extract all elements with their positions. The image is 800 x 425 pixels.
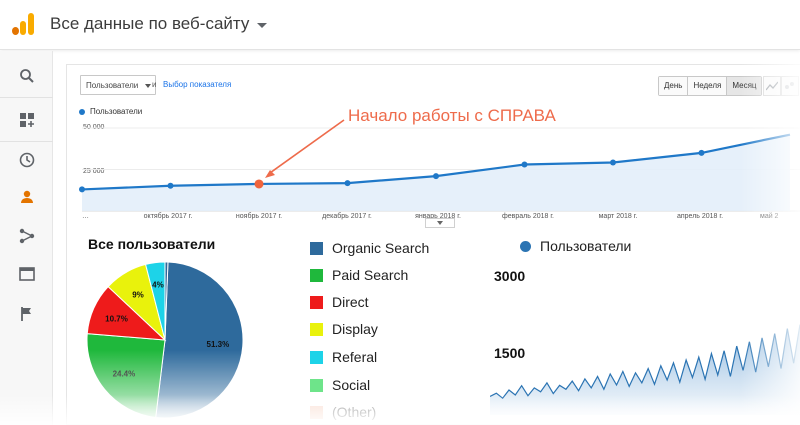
nav-divider	[0, 97, 53, 98]
x-tick-label: декабрь 2017 г.	[322, 213, 372, 220]
search-icon	[19, 69, 34, 83]
legend-label: Paid Search	[332, 267, 409, 283]
account-title: Все данные по веб-сайту	[50, 14, 250, 33]
chevron-down-icon	[437, 221, 443, 225]
pie-fade-overlay	[82, 262, 252, 422]
annotation-text: Начало работы с СПРАВА	[348, 106, 556, 125]
chart-type-toggle	[763, 76, 800, 96]
period-toggle: День Неделя Месяц	[658, 76, 763, 96]
nav-customization[interactable]	[0, 102, 53, 138]
x-tick-label: май 2	[760, 213, 779, 220]
period-week-button[interactable]: Неделя	[688, 77, 728, 95]
main-chart-legend-label: Пользователи	[90, 107, 143, 116]
series-title-label: Пользователи	[540, 238, 632, 254]
legend-label: Display	[332, 321, 378, 337]
legend-label: Referal	[332, 349, 378, 365]
legend-item: Display	[310, 319, 378, 339]
y-tick-label: 50 000	[83, 124, 105, 131]
legend-swatch	[310, 378, 323, 392]
x-tick-label: январь 2018 г.	[415, 213, 461, 220]
share-nodes-icon	[19, 228, 34, 244]
window-icon	[18, 267, 35, 281]
clock-icon	[19, 152, 34, 168]
caret-down-icon	[257, 22, 268, 28]
series-title: Пользователи	[520, 238, 631, 254]
left-nav-rail	[0, 51, 53, 425]
legend-item: Direct	[310, 292, 369, 312]
series-dot-icon	[520, 240, 531, 252]
y-tick-label: 3000	[494, 268, 526, 284]
motion-chart-button[interactable]	[781, 76, 799, 96]
analytics-logo-icon[interactable]	[12, 13, 34, 35]
users-area-chart	[490, 324, 800, 415]
x-tick-label: февраль 2018 г.	[502, 213, 554, 220]
legend-item: Paid Search	[310, 265, 408, 285]
y-tick-label: 1500	[494, 345, 526, 361]
person-icon	[20, 190, 33, 203]
pie-chart-title: Все пользователи	[88, 236, 216, 252]
nav-divider	[0, 141, 53, 142]
nav-acquisition[interactable]	[0, 218, 53, 254]
pie-chart: 51.3%24.4%10.7%9%4%	[82, 262, 252, 422]
series-dot-icon	[79, 108, 85, 115]
x-tick-label: апрель 2018 г.	[676, 213, 724, 220]
nav-conversions[interactable]	[0, 296, 53, 332]
legend-item: (Other)	[310, 402, 376, 422]
top-header: Все данные по веб-сайту	[0, 0, 800, 50]
period-month-button[interactable]: Месяц	[727, 77, 762, 95]
x-tick-label: …	[82, 213, 89, 220]
legend-label: (Other)	[332, 404, 377, 420]
dashboard-add-icon	[19, 113, 34, 127]
main-chart-legend: Пользователи	[79, 107, 142, 116]
x-tick-label: ноябрь 2017 г.	[235, 213, 283, 220]
legend-swatch	[310, 268, 323, 282]
x-tick-label: октябрь 2017 г.	[143, 213, 193, 220]
legend-swatch	[310, 350, 323, 364]
series-area	[490, 324, 800, 415]
x-tick-label: март 2018 г.	[598, 213, 638, 220]
line-chart-icon	[766, 81, 778, 91]
flag-icon	[20, 307, 31, 321]
collapse-chart-button[interactable]	[425, 218, 455, 228]
legend-item: Social	[310, 375, 370, 395]
legend-swatch	[310, 405, 323, 419]
legend-swatch	[310, 322, 323, 336]
conjunction-text: и	[152, 80, 157, 89]
nav-behavior[interactable]	[0, 256, 53, 292]
legend-label: Social	[332, 377, 371, 393]
legend-item: Organic Search	[310, 238, 429, 258]
y-tick-label: 25 000	[83, 168, 105, 175]
legend-item: Referal	[310, 347, 377, 367]
select-metric-link[interactable]: Выбор показателя	[163, 80, 232, 89]
period-day-button[interactable]: День	[659, 77, 689, 95]
legend-label: Direct	[332, 294, 369, 310]
nav-realtime[interactable]	[0, 142, 53, 178]
legend-swatch	[310, 295, 323, 309]
account-selector[interactable]: Все данные по веб-сайту	[50, 14, 268, 34]
motion-chart-icon	[785, 82, 794, 89]
nav-audience[interactable]	[0, 179, 53, 215]
legend-label: Organic Search	[332, 240, 430, 256]
metric-select[interactable]: Пользователи	[80, 75, 156, 95]
metric-select-value: Пользователи	[86, 81, 139, 90]
nav-search[interactable]	[0, 58, 53, 94]
chevron-down-icon	[145, 84, 151, 88]
legend-swatch	[310, 241, 323, 255]
line-chart-button[interactable]	[763, 76, 781, 96]
